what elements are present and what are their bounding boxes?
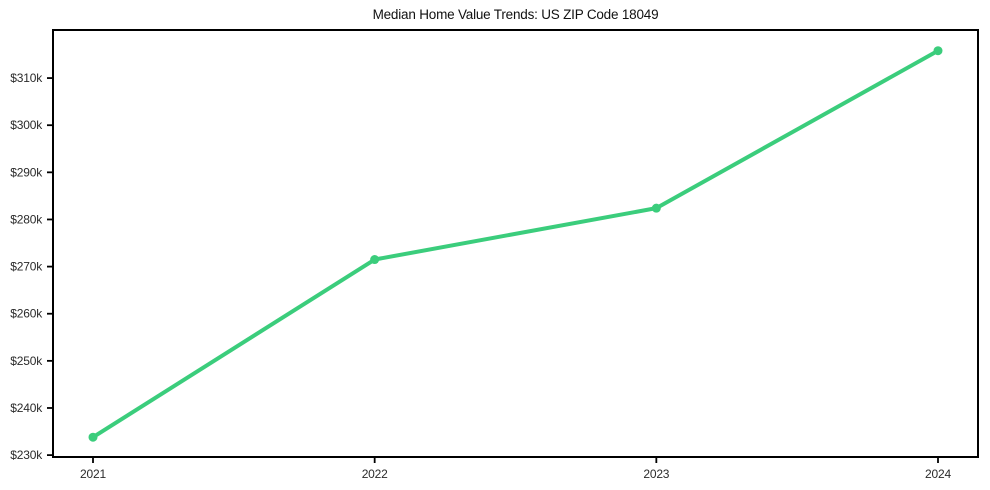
y-tick-label: $230k [10, 448, 43, 462]
y-tick-label: $260k [10, 307, 43, 321]
x-tick-label: 2021 [80, 467, 106, 481]
y-tick-label: $250k [10, 354, 43, 368]
x-tick-label: 2022 [362, 467, 388, 481]
y-tick-label: $290k [10, 165, 43, 179]
data-point-marker [370, 255, 380, 265]
plot-frame [52, 29, 979, 458]
x-tick-label: 2024 [925, 467, 951, 481]
y-tick-label: $310k [10, 71, 43, 85]
y-tick-label: $300k [10, 118, 43, 132]
x-tick-label: 2023 [643, 467, 669, 481]
trend-line [91, 48, 940, 440]
data-point-marker [88, 432, 98, 442]
chart-title: Median Home Value Trends: US ZIP Code 18… [372, 7, 659, 22]
data-point-marker [933, 46, 943, 56]
data-point-marker [651, 203, 661, 213]
y-tick-label: $270k [10, 260, 43, 274]
y-tick-label: $240k [10, 401, 43, 415]
y-tick-label: $280k [10, 212, 43, 226]
